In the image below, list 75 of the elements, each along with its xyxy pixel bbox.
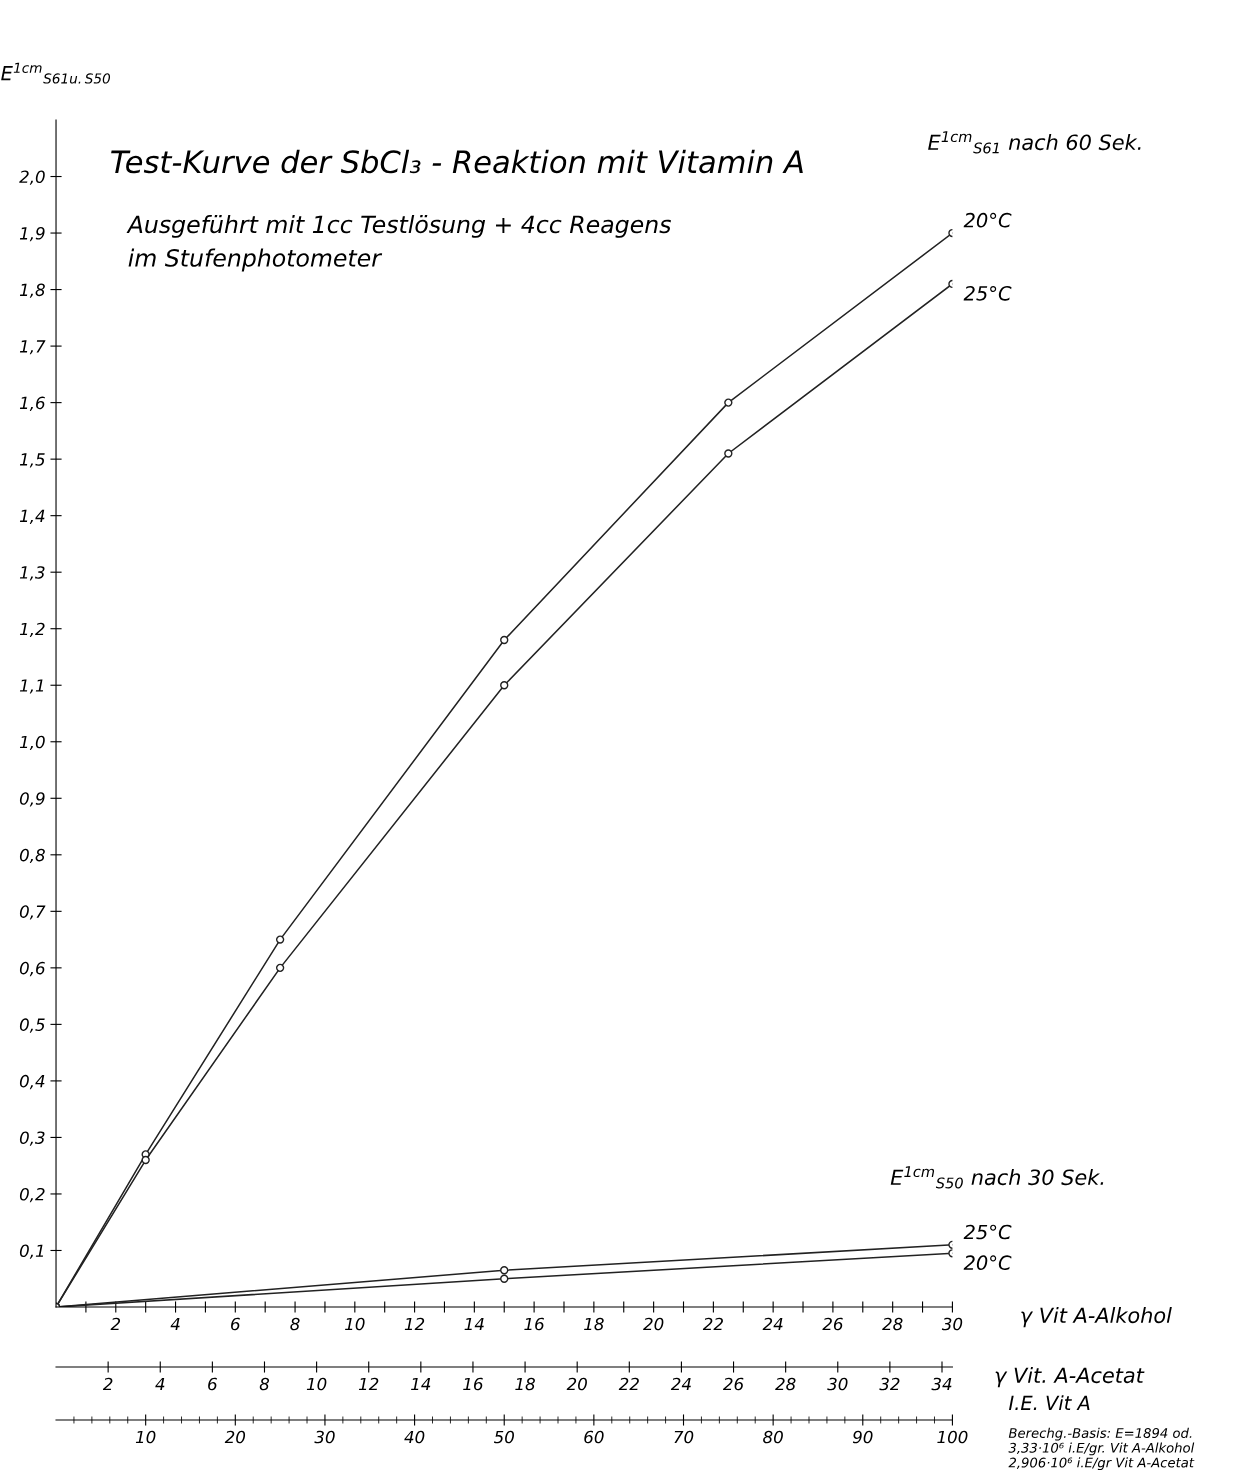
annotation: E$^{1cm}$$_{S50}$ nach 30 Sek.: [890, 1166, 1104, 1189]
x2-axis-title: γ Vit. A-Acetat: [995, 1367, 1145, 1388]
y-tick-label: 1,4: [19, 509, 45, 524]
x2-tick-label: 14: [411, 1377, 431, 1391]
y-tick-label: 0,4: [19, 1074, 45, 1090]
x-tick-label: 20: [643, 1317, 664, 1331]
x2-tick-label: 4: [155, 1377, 165, 1391]
text: Berechg.-Basis: E=1894 od. 3,33·10⁶ i.E/gr. Vit A-Alkohol 2,906·10⁶ i.E/gr Vit A-Acetat: [1008, 1427, 1195, 1471]
x-tick-label: 26: [822, 1317, 843, 1331]
y-axis-title: E$^{1cm}$$_{S61u.S50}$: [1, 62, 111, 84]
y-tick-label: 1,6: [19, 396, 45, 411]
text: 100: [937, 1430, 968, 1444]
x-tick-label: 2: [110, 1317, 121, 1331]
text: 20: [224, 1430, 246, 1444]
x-tick-label: 4: [170, 1317, 180, 1331]
y-tick-label: 0,7: [19, 905, 46, 920]
x-tick-label: 6: [231, 1317, 240, 1331]
x-tick-label: 28: [882, 1317, 903, 1331]
y-tick-label: 1,7: [19, 340, 46, 355]
x2-tick-label: 32: [879, 1377, 900, 1391]
x2-tick-label: 18: [515, 1377, 535, 1391]
y-tick-label: 2,0: [19, 170, 45, 185]
x2-tick-label: 30: [827, 1377, 848, 1391]
text: 40: [404, 1430, 425, 1444]
x-tick-label: 14: [464, 1317, 484, 1331]
x2-tick-label: 24: [670, 1377, 691, 1391]
x2-tick-label: 6: [208, 1377, 217, 1391]
series-label: 20°C: [963, 1255, 1012, 1271]
text: 10: [135, 1430, 156, 1444]
y-tick-label: 0,8: [19, 848, 45, 864]
y-tick-label: 1,0: [19, 735, 45, 751]
y-tick-label: 0,1: [19, 1244, 44, 1259]
text: I.E. Vit A: [1008, 1395, 1090, 1410]
x-tick-label: 12: [404, 1317, 425, 1331]
series-label: 25°C: [963, 1224, 1012, 1240]
x2-tick-label: 34: [931, 1377, 952, 1391]
annotation: E$^{1cm}$$_{S61}$ nach 60 Sek.: [928, 131, 1141, 154]
x-tick-label: 24: [762, 1317, 783, 1331]
x-axis-title: γ Vit A-Alkohol: [1021, 1307, 1172, 1328]
x-tick-label: 22: [702, 1317, 723, 1331]
text: 80: [763, 1430, 783, 1444]
x2-tick-label: 16: [463, 1377, 483, 1391]
x2-tick-label: 8: [259, 1377, 270, 1391]
y-tick-label: 1,1: [19, 679, 44, 694]
y-tick-label: 0,6: [19, 961, 45, 977]
text: 90: [852, 1430, 873, 1444]
y-tick-label: 0,2: [19, 1187, 45, 1203]
text: 30: [314, 1430, 335, 1444]
x2-tick-label: 2: [102, 1377, 113, 1391]
x-tick-label: 10: [345, 1317, 365, 1331]
y-tick-label: 1,5: [19, 453, 45, 468]
x-tick-label: 30: [941, 1317, 963, 1331]
series-label: 20°C: [963, 212, 1012, 228]
text: 50: [493, 1430, 514, 1444]
series-label: 25°C: [963, 285, 1012, 301]
x2-tick-label: 12: [358, 1377, 379, 1391]
y-tick-label: 0,3: [19, 1131, 45, 1146]
y-tick-label: 1,9: [19, 227, 45, 242]
text: Test-Kurve der SbCl₃ - Reaktion mit Vitamin A: [111, 149, 803, 174]
x2-tick-label: 28: [775, 1377, 796, 1391]
x-tick-label: 8: [290, 1317, 300, 1331]
x2-tick-label: 20: [566, 1377, 587, 1391]
text: 60: [584, 1430, 604, 1444]
y-tick-label: 0,9: [19, 792, 45, 807]
y-tick-label: 0,5: [19, 1018, 45, 1033]
y-tick-label: 1,3: [19, 566, 45, 581]
x2-tick-label: 22: [618, 1377, 639, 1391]
x-tick-label: 16: [524, 1317, 544, 1331]
x2-tick-label: 26: [723, 1377, 744, 1391]
text: 70: [674, 1430, 694, 1444]
x2-tick-label: 10: [306, 1377, 327, 1391]
y-tick-label: 1,2: [19, 622, 45, 637]
x-tick-label: 18: [584, 1317, 604, 1331]
text: Ausgeführt mit 1cc Testlösung + 4cc Reagens im Stufenphotometer: [126, 214, 671, 272]
y-tick-label: 1,8: [19, 283, 45, 298]
